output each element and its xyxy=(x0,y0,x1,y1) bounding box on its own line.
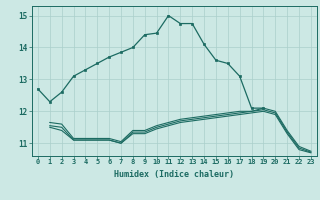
X-axis label: Humidex (Indice chaleur): Humidex (Indice chaleur) xyxy=(115,170,234,179)
